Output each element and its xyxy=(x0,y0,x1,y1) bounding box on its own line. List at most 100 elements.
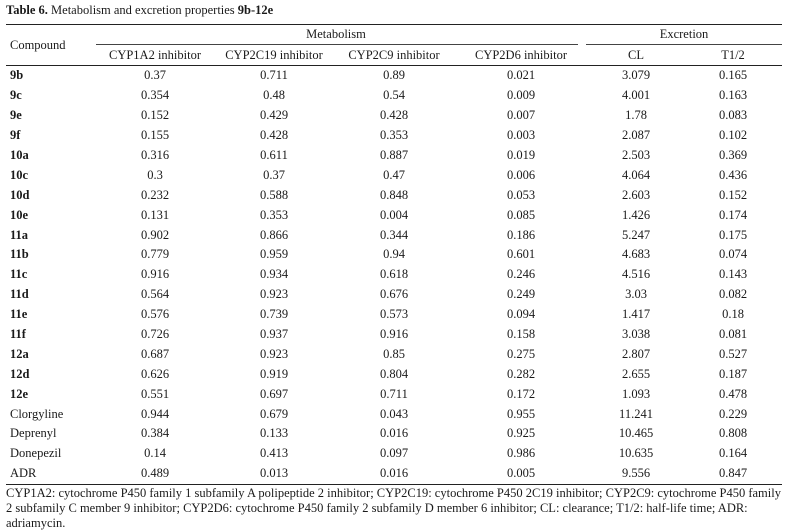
value-cell: 0.626 xyxy=(140,366,170,381)
value-cell: 5.247 xyxy=(621,227,651,242)
value-cell: 0.133 xyxy=(259,426,289,441)
value-cell: 4.516 xyxy=(621,267,651,282)
table-row: 11a 0.902 0.866 0.344 0.186 5.247 0.175 xyxy=(6,225,782,245)
value-cell: 1.78 xyxy=(625,108,647,123)
value-cell: 0.016 xyxy=(379,426,409,441)
table-row: 10a 0.316 0.611 0.887 0.019 2.503 0.369 xyxy=(6,146,782,166)
compound-cell: 10a xyxy=(10,148,29,162)
value-cell: 0.174 xyxy=(718,207,748,222)
caption-text: Metabolism and excretion properties xyxy=(47,3,238,17)
value-cell: 0.436 xyxy=(718,167,748,182)
value-cell: 0.082 xyxy=(718,287,748,302)
value-cell: 0.354 xyxy=(140,88,170,103)
value-cell: 0.47 xyxy=(383,167,405,182)
value-cell: 0.887 xyxy=(379,148,409,162)
value-cell: 0.158 xyxy=(506,327,536,342)
value-cell: 0.085 xyxy=(506,207,536,222)
table-row: 10d 0.232 0.588 0.848 0.053 2.603 0.152 xyxy=(6,185,782,205)
value-cell: 0.083 xyxy=(718,108,748,123)
value-cell: 0.019 xyxy=(506,148,536,162)
col-header-cl: CL xyxy=(628,48,644,62)
compound-cell: 11f xyxy=(10,327,26,342)
table-row: 11b 0.779 0.959 0.94 0.601 4.683 0.074 xyxy=(6,245,782,265)
col-header-t-half: T1/2 xyxy=(721,48,745,62)
value-cell: 0.429 xyxy=(259,108,289,123)
value-cell: 0.94 xyxy=(383,247,405,262)
value-cell: 0.249 xyxy=(506,287,536,302)
value-cell: 0.576 xyxy=(140,307,170,322)
value-cell: 0.187 xyxy=(718,366,748,381)
value-cell: 0.246 xyxy=(506,267,536,282)
value-cell: 0.916 xyxy=(140,267,170,282)
table-row: 11f 0.726 0.937 0.916 0.158 3.038 0.081 xyxy=(6,325,782,345)
compound-cell: 12d xyxy=(10,366,30,381)
value-cell: 0.428 xyxy=(259,128,289,143)
value-cell: 0.923 xyxy=(259,287,289,302)
col-header-cyp2c19: CYP2C19 inhibitor xyxy=(225,48,323,62)
value-cell: 4.064 xyxy=(621,167,651,182)
value-cell: 1.426 xyxy=(621,207,651,222)
table-row: 9e 0.152 0.429 0.428 0.007 1.78 0.083 xyxy=(6,106,782,126)
compound-cell: 10c xyxy=(10,167,29,182)
table-row: 11d 0.564 0.923 0.676 0.249 3.03 0.082 xyxy=(6,285,782,305)
compound-cell: ADR xyxy=(10,466,37,481)
value-cell: 0.847 xyxy=(718,466,748,481)
compound-cell: 12e xyxy=(10,386,29,401)
value-cell: 0.739 xyxy=(259,307,289,322)
value-cell: 0.804 xyxy=(379,366,409,381)
value-cell: 0.478 xyxy=(718,386,748,401)
compound-cell: 9c xyxy=(10,88,22,103)
compound-cell: Deprenyl xyxy=(10,426,57,441)
value-cell: 0.564 xyxy=(140,287,170,302)
value-cell: 0.601 xyxy=(506,247,536,262)
value-cell: 0.074 xyxy=(718,247,748,262)
value-cell: 0.152 xyxy=(140,108,170,123)
table-row: 11e 0.576 0.739 0.573 0.094 1.417 0.18 xyxy=(6,305,782,325)
compound-cell: 10e xyxy=(10,207,29,222)
compound-cell: 10d xyxy=(10,187,30,202)
value-cell: 0.155 xyxy=(140,128,170,143)
value-cell: 0.866 xyxy=(259,227,289,242)
compound-cell: 11e xyxy=(10,307,28,322)
value-cell: 0.711 xyxy=(260,68,288,83)
value-cell: 0.413 xyxy=(259,446,289,461)
value-cell: 0.14 xyxy=(144,446,166,461)
col-header-cyp2c9: CYP2C9 inhibitor xyxy=(348,48,440,62)
value-cell: 0.54 xyxy=(383,88,405,103)
caption-compound-range: 9b-12e xyxy=(237,3,274,17)
compound-cell: Donepezil xyxy=(10,446,62,461)
value-cell: 0.916 xyxy=(379,327,409,342)
value-cell: 0.003 xyxy=(506,128,536,143)
value-cell: 0.081 xyxy=(718,327,748,342)
value-cell: 9.556 xyxy=(621,466,651,481)
caption-label: Table 6. xyxy=(6,3,48,17)
header-metabolism: Metabolism xyxy=(306,27,366,41)
value-cell: 0.611 xyxy=(260,148,288,162)
header-bottom-rule xyxy=(6,65,782,66)
value-cell: 0.175 xyxy=(718,227,748,242)
value-cell: 0.944 xyxy=(140,406,170,421)
table-row: Clorgyline 0.944 0.679 0.043 0.955 11.241 0.22… xyxy=(6,404,782,424)
value-cell: 0.275 xyxy=(506,346,536,361)
value-cell: 0.18 xyxy=(722,307,744,322)
table-row: 12a 0.687 0.923 0.85 0.275 2.807 0.527 xyxy=(6,344,782,364)
table-footnote: CYP1A2: cytochrome P450 family 1 subfami… xyxy=(6,486,781,530)
value-cell: 0.85 xyxy=(383,346,405,361)
value-cell: 0.006 xyxy=(506,167,536,182)
value-cell: 2.807 xyxy=(621,346,651,361)
compound-cell: 11c xyxy=(10,267,28,282)
value-cell: 10.465 xyxy=(618,426,654,441)
compound-cell: 11b xyxy=(10,247,29,262)
value-cell: 0.489 xyxy=(140,466,170,481)
value-cell: 0.697 xyxy=(259,386,289,401)
value-cell: 0.384 xyxy=(140,426,170,441)
value-cell: 0.005 xyxy=(506,466,536,481)
value-cell: 0.551 xyxy=(140,386,170,401)
value-cell: 0.344 xyxy=(379,227,409,242)
value-cell: 0.726 xyxy=(140,327,170,342)
value-cell: 0.353 xyxy=(379,128,409,143)
excretion-underline xyxy=(586,44,782,45)
value-cell: 0.959 xyxy=(259,247,289,262)
compound-cell: 11a xyxy=(10,227,29,242)
value-cell: 2.087 xyxy=(621,128,651,143)
